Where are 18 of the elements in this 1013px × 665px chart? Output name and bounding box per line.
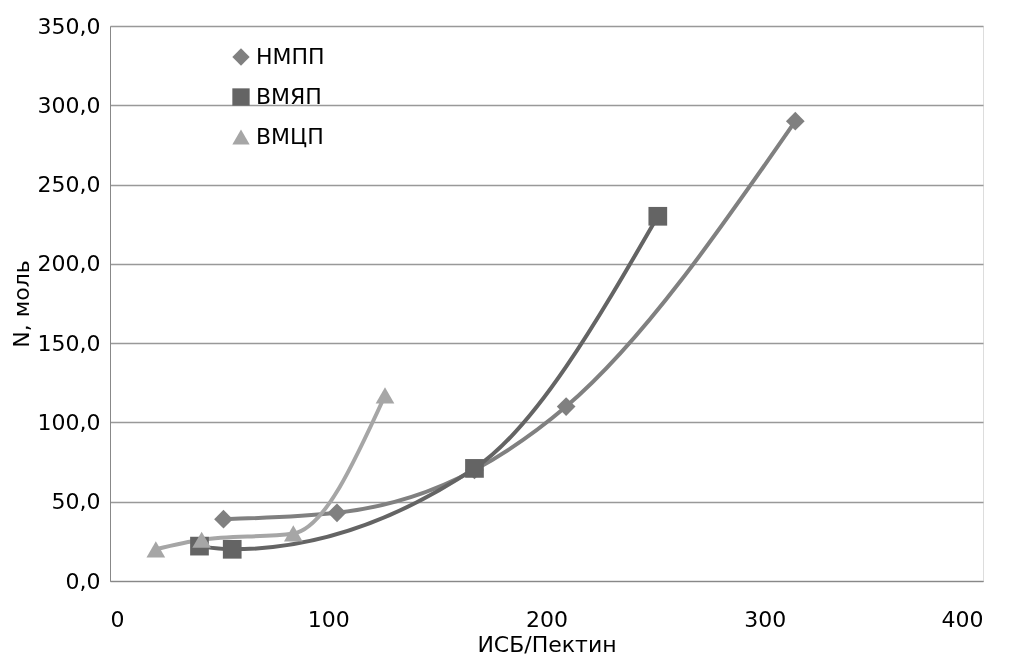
y-tick-label: 200,0 — [37, 251, 101, 277]
x-tick-label: 400 — [941, 606, 984, 632]
y-axis-title: N, моль — [8, 260, 34, 348]
y-tick-label: 150,0 — [37, 330, 101, 356]
y-tick-label: 100,0 — [37, 409, 101, 435]
y-tick-label: 250,0 — [37, 172, 101, 198]
y-tick-label: 0,0 — [65, 568, 101, 594]
x-tick-label: 300 — [744, 606, 787, 632]
x-tick-label: 0 — [110, 606, 125, 632]
legend-label: ВМЦП — [256, 124, 324, 149]
legend-label: ВМЯП — [256, 84, 322, 109]
x-tick-label: 200 — [526, 606, 568, 632]
y-tick-label: 300,0 — [37, 92, 101, 118]
y-tick-label: 350,0 — [37, 13, 101, 39]
x-axis-title: ИСБ/Пектин — [477, 631, 617, 657]
x-tick-label: 100 — [307, 606, 350, 632]
legend-label: НМПП — [256, 44, 325, 69]
y-tick-label: 50,0 — [51, 489, 101, 515]
